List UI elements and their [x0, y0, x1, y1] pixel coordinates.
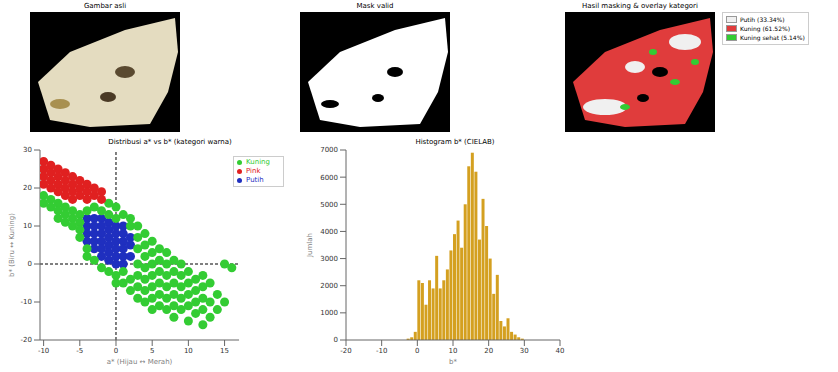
- svg-text:0: 0: [114, 347, 118, 355]
- svg-text:5: 5: [150, 347, 154, 355]
- svg-text:5000: 5000: [320, 201, 338, 209]
- html-text:Putih (33.34%): Putih (33.34%): [740, 16, 785, 23]
- svg-text:-10: -10: [376, 347, 387, 355]
- svg-text:40: 40: [556, 347, 565, 355]
- svg-text:-10: -10: [21, 298, 32, 306]
- html-text:Gambar asli: Gambar asli: [83, 2, 127, 10]
- html-text:Mask valid: Mask valid: [356, 2, 394, 10]
- svg-text:15: 15: [220, 347, 229, 355]
- html-text:Histogram b* (CIELAB): Histogram b* (CIELAB): [415, 138, 495, 146]
- svg-text:30: 30: [520, 347, 529, 355]
- html-text:Hasil masking & overlay katego: Hasil masking & overlay kategori: [582, 2, 698, 10]
- html-text:Kuning sehat (5.14%): Kuning sehat (5.14%): [740, 34, 805, 41]
- svg-text:6000: 6000: [320, 174, 338, 182]
- svg-text:30: 30: [23, 146, 32, 154]
- svg-text:3000: 3000: [320, 255, 338, 263]
- svg-text:20: 20: [23, 184, 32, 192]
- svg-text:0: 0: [28, 260, 32, 268]
- html-text:Pink: Pink: [246, 167, 261, 175]
- svg-text:-5: -5: [76, 347, 83, 355]
- svg-text:Jumlah: Jumlah: [306, 233, 314, 258]
- svg-text:10: 10: [184, 347, 193, 355]
- svg-text:20: 20: [484, 347, 493, 355]
- html-text:Kuning: Kuning: [246, 158, 270, 166]
- svg-text:-20: -20: [21, 336, 32, 344]
- html-text:Distribusi a* vs b* (kategori: Distribusi a* vs b* (kategori warna): [108, 138, 232, 146]
- svg-text:0: 0: [415, 347, 419, 355]
- svg-text:1000: 1000: [320, 309, 338, 317]
- svg-text:0: 0: [334, 336, 338, 344]
- html-text:Kuning (61.52%): Kuning (61.52%): [740, 25, 790, 32]
- svg-text:b* (Biru ↔ Kuning): b* (Biru ↔ Kuning): [8, 213, 16, 277]
- svg-text:4000: 4000: [320, 228, 338, 236]
- svg-text:b*: b*: [449, 358, 457, 366]
- svg-text:10: 10: [449, 347, 458, 355]
- svg-text:a* (Hijau ↔ Merah): a* (Hijau ↔ Merah): [107, 358, 173, 366]
- svg-text:10: 10: [23, 222, 32, 230]
- svg-text:-20: -20: [340, 347, 351, 355]
- svg-text:7000: 7000: [320, 146, 338, 154]
- svg-text:2000: 2000: [320, 282, 338, 290]
- svg-text:-10: -10: [38, 347, 49, 355]
- html-text:Putih: Putih: [246, 176, 264, 184]
